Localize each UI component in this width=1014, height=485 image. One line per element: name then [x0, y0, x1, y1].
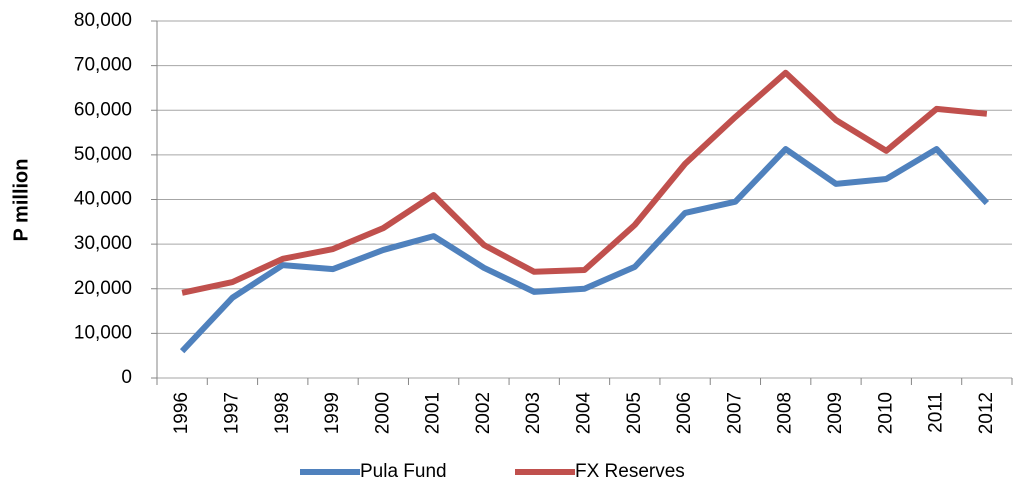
x-tick-label: 2004 [574, 392, 595, 435]
x-tick-label: 2003 [523, 392, 544, 434]
x-tick-label: 1998 [272, 392, 293, 434]
y-tick-label: 30,000 [74, 233, 132, 254]
x-tick-label: 2002 [473, 392, 494, 434]
x-tick-label: 1999 [322, 392, 343, 434]
x-tick-label: 2010 [875, 392, 896, 434]
y-tick-label: 50,000 [74, 144, 132, 165]
x-tick-label: 2001 [423, 392, 444, 434]
y-tick-label: 70,000 [74, 55, 132, 76]
y-tick-label: 10,000 [74, 322, 132, 343]
x-tick-label: 2006 [674, 392, 695, 434]
y-axis-label: P million [10, 159, 32, 242]
y-tick-label: 60,000 [74, 99, 132, 120]
x-tick-label: 2011 [926, 392, 947, 433]
x-tick-label: 2008 [775, 392, 796, 434]
x-tick-label: 2012 [976, 392, 997, 434]
legend-label: Pula Fund [360, 461, 447, 482]
x-tick-label: 2007 [724, 392, 745, 434]
y-tick-label: 80,000 [74, 10, 132, 31]
y-tick-label: 0 [121, 367, 132, 388]
series-line [179, 146, 990, 354]
y-tick-label: 20,000 [74, 278, 132, 299]
x-tick-label: 2005 [624, 392, 645, 434]
y-tick-label: 40,000 [74, 189, 132, 210]
legend-label: FX Reserves [575, 461, 685, 482]
x-tick-label: 1996 [171, 392, 192, 434]
x-tick-label: 2000 [372, 392, 393, 434]
x-tick-label: 1997 [221, 392, 242, 434]
x-tick-label: 2009 [825, 392, 846, 434]
series-line [181, 69, 988, 296]
